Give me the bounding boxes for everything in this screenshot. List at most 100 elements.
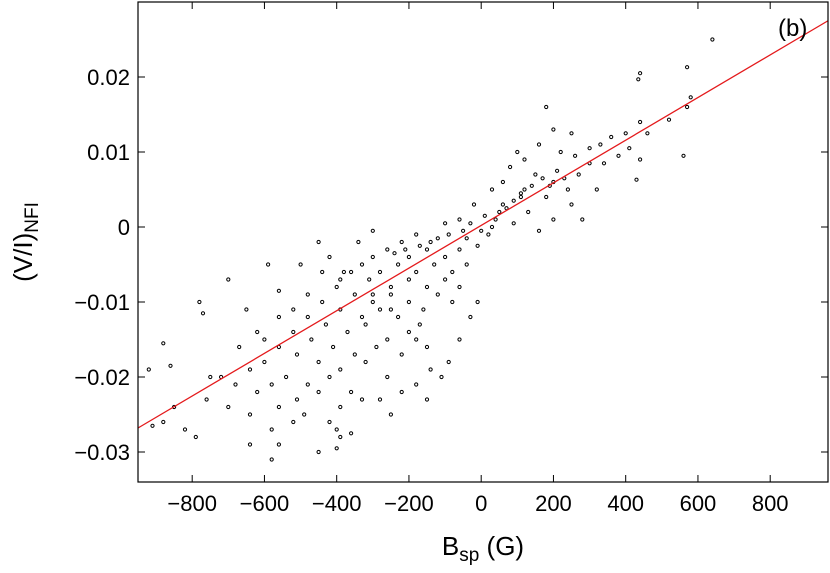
data-point [457,284,462,290]
y-tick-label: −0.02 [74,365,130,390]
data-point [388,307,393,312]
data-point [580,217,585,222]
data-point [385,374,390,380]
data-point [356,239,361,245]
data-point [302,412,307,417]
data-point [406,254,411,260]
panel-label: (b) [778,15,807,42]
data-point [269,457,274,462]
data-point [320,269,325,275]
x-axis-label-main: B [442,531,459,561]
data-point [298,262,303,267]
data-point [468,314,473,320]
data-point [609,134,614,140]
data-point [377,307,383,312]
data-point [457,337,462,342]
data-point [685,104,690,110]
data-point [204,397,209,402]
data-point [338,404,343,410]
data-point [475,243,480,248]
data-point [464,262,469,267]
x-tick-label: −800 [167,491,217,516]
data-point [309,337,314,342]
data-point [385,247,390,252]
data-point [161,341,166,346]
data-point [396,314,401,320]
x-axis-ticks: −800 −600 −400 −200 0 200 400 600 800 [167,2,789,516]
data-point [385,337,390,342]
data-point [685,65,690,70]
data-point [359,314,365,320]
data-point [146,367,151,372]
y-axis-label-subscript: NFI [22,202,43,233]
data-point [634,177,639,182]
y-tick-label: −0.01 [74,290,130,315]
data-point [489,224,495,230]
data-point [443,254,448,260]
data-point [688,95,693,100]
data-point [446,359,451,365]
data-point [294,352,300,357]
data-point [471,202,477,207]
data-point [522,157,527,162]
data-point [161,419,166,425]
data-point [338,367,343,372]
data-point [406,329,411,335]
data-point [341,269,346,275]
data-point [406,277,411,282]
data-point [276,404,281,410]
data-point [363,359,368,365]
y-tick-label: −0.03 [74,440,130,465]
data-point [305,292,310,297]
data-point [370,292,375,297]
data-point [399,352,404,357]
data-point [208,374,213,380]
data-point [598,142,603,147]
data-point [327,374,332,380]
data-point [276,442,281,447]
data-point [424,247,430,252]
data-point [573,153,578,158]
data-point [555,168,560,173]
data-point [601,161,607,166]
data-point [544,194,549,200]
data-point [327,254,332,260]
x-axis-label-subscript: sp [459,545,479,566]
data-point [334,446,339,451]
data-point [457,217,462,222]
data-point [349,269,354,275]
data-point [269,382,274,387]
data-point [370,299,375,305]
data-points [146,37,715,462]
data-point [616,153,621,158]
data-point [638,71,643,76]
data-point [193,434,198,440]
data-point [255,329,260,335]
data-point [497,209,502,215]
data-point [515,149,520,155]
data-point [533,172,538,177]
data-point [432,262,437,267]
data-point [150,423,155,428]
x-tick-label: 400 [607,491,644,516]
data-point [327,419,332,425]
data-point [291,329,296,335]
x-tick-label: −600 [240,491,290,516]
data-point [428,239,433,245]
data-point [450,299,455,305]
data-point [316,359,321,365]
data-point [468,221,473,226]
data-point [414,232,419,237]
data-point [392,251,397,256]
data-point [291,419,296,425]
data-point [508,164,513,170]
data-point [428,367,433,372]
data-point [349,431,354,436]
data-point [377,269,383,275]
data-point [399,389,404,395]
x-tick-label: −400 [312,491,362,516]
data-point [638,119,643,125]
data-point [666,117,672,122]
data-point [291,307,296,312]
